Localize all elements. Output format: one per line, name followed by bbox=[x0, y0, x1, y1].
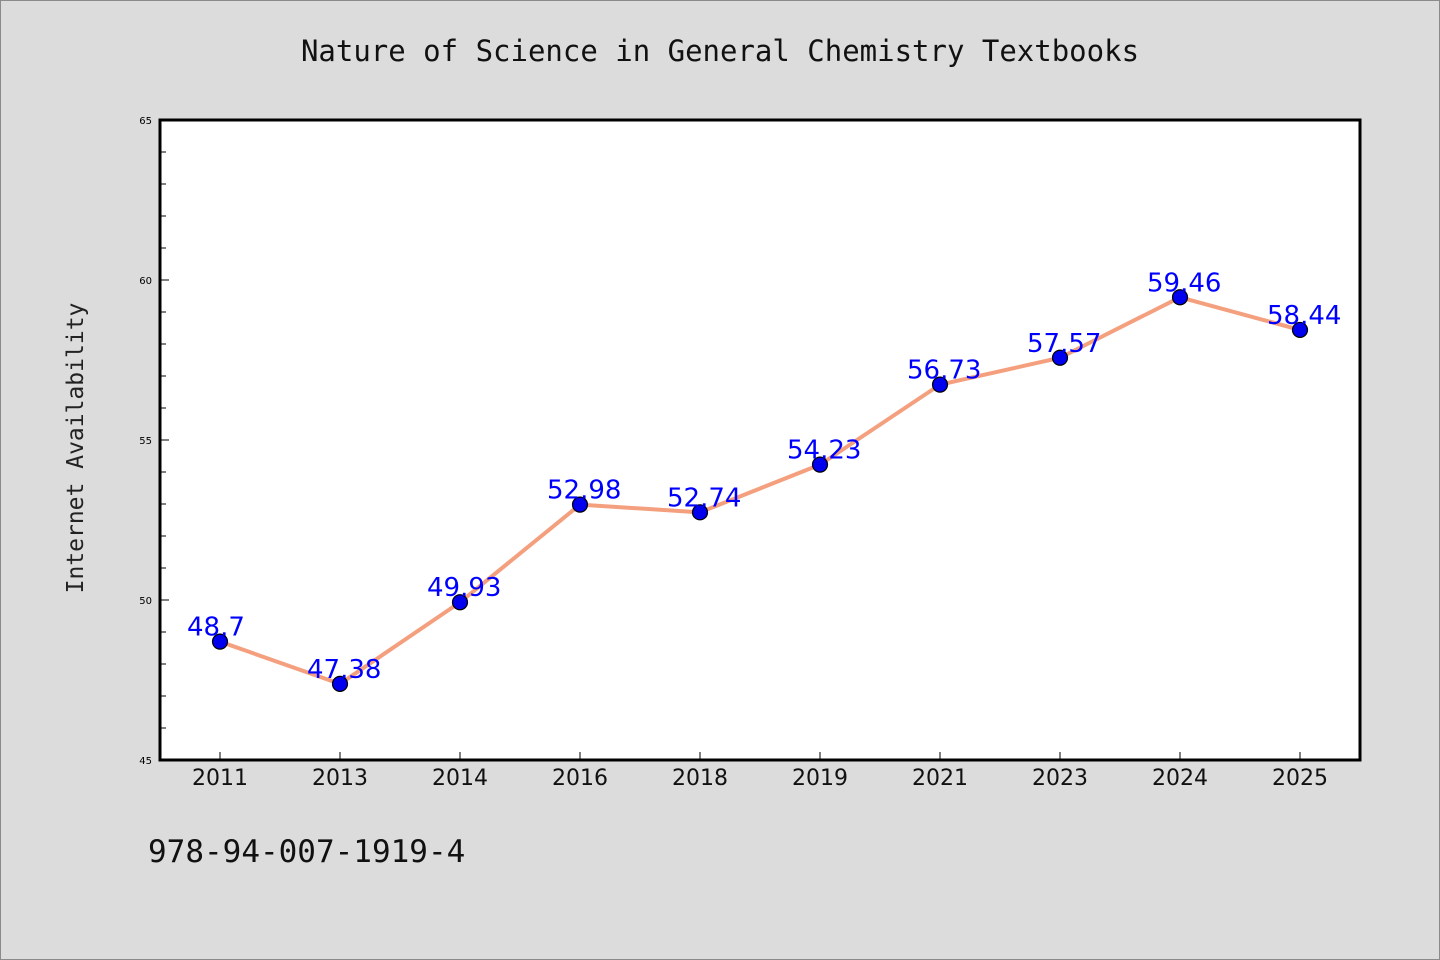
data-labels: 48.7 47.38 49.93 52.98 52.74 54.23 56.73 57.57 5… bbox=[187, 268, 1341, 685]
x-tick-label: 2014 bbox=[432, 766, 488, 791]
chart-title: Nature of Science in General Chemistry T… bbox=[300, 34, 1140, 68]
x-axis: 2011 2013 2014 2016 2018 2019 2021 2023 2024 2025 bbox=[192, 752, 1328, 791]
data-label: 54.23 bbox=[787, 436, 861, 466]
data-label: 57.57 bbox=[1027, 329, 1101, 359]
x-tick-label: 2023 bbox=[1032, 766, 1088, 791]
x-tick-label: 2013 bbox=[312, 766, 368, 791]
data-label: 47.38 bbox=[307, 655, 381, 685]
y-tick-label: 60 bbox=[139, 276, 152, 287]
data-label: 56.73 bbox=[907, 356, 981, 386]
y-tick-label: 45 bbox=[139, 756, 152, 767]
x-tick-label: 2011 bbox=[192, 766, 248, 791]
data-point bbox=[811, 456, 829, 473]
x-tick-label: 2025 bbox=[1272, 766, 1328, 791]
data-label: 49.93 bbox=[427, 573, 501, 603]
data-label: 52.74 bbox=[667, 483, 741, 513]
x-tick-label: 2021 bbox=[912, 766, 968, 791]
x-tick-label: 2019 bbox=[792, 766, 848, 791]
data-point bbox=[691, 504, 709, 521]
y-tick-label: 65 bbox=[139, 116, 152, 127]
y-axis: 45 50 55 60 65 bbox=[139, 116, 169, 767]
x-tick-label: 2016 bbox=[552, 766, 608, 791]
y-tick-label: 55 bbox=[139, 436, 152, 447]
data-label: 52.98 bbox=[547, 476, 621, 506]
x-tick-label: 2018 bbox=[672, 766, 728, 791]
x-tick-label: 2024 bbox=[1152, 766, 1208, 791]
isbn-text: 978-94-007-1919-4 bbox=[148, 834, 466, 870]
data-label: 59.46 bbox=[1147, 268, 1221, 298]
data-point bbox=[571, 496, 589, 513]
plot-area bbox=[158, 118, 1362, 762]
data-point bbox=[1171, 289, 1189, 306]
data-point bbox=[451, 594, 469, 611]
data-label: 48.7 bbox=[187, 613, 245, 643]
series-line bbox=[219, 295, 1301, 686]
data-point bbox=[1291, 321, 1309, 339]
data-point bbox=[1051, 349, 1069, 366]
data-point bbox=[211, 633, 229, 650]
data-point bbox=[331, 675, 349, 692]
data-label: 58.44 bbox=[1267, 301, 1341, 331]
data-point bbox=[931, 376, 949, 393]
series-group bbox=[211, 289, 1309, 692]
y-tick-label: 50 bbox=[139, 596, 152, 607]
